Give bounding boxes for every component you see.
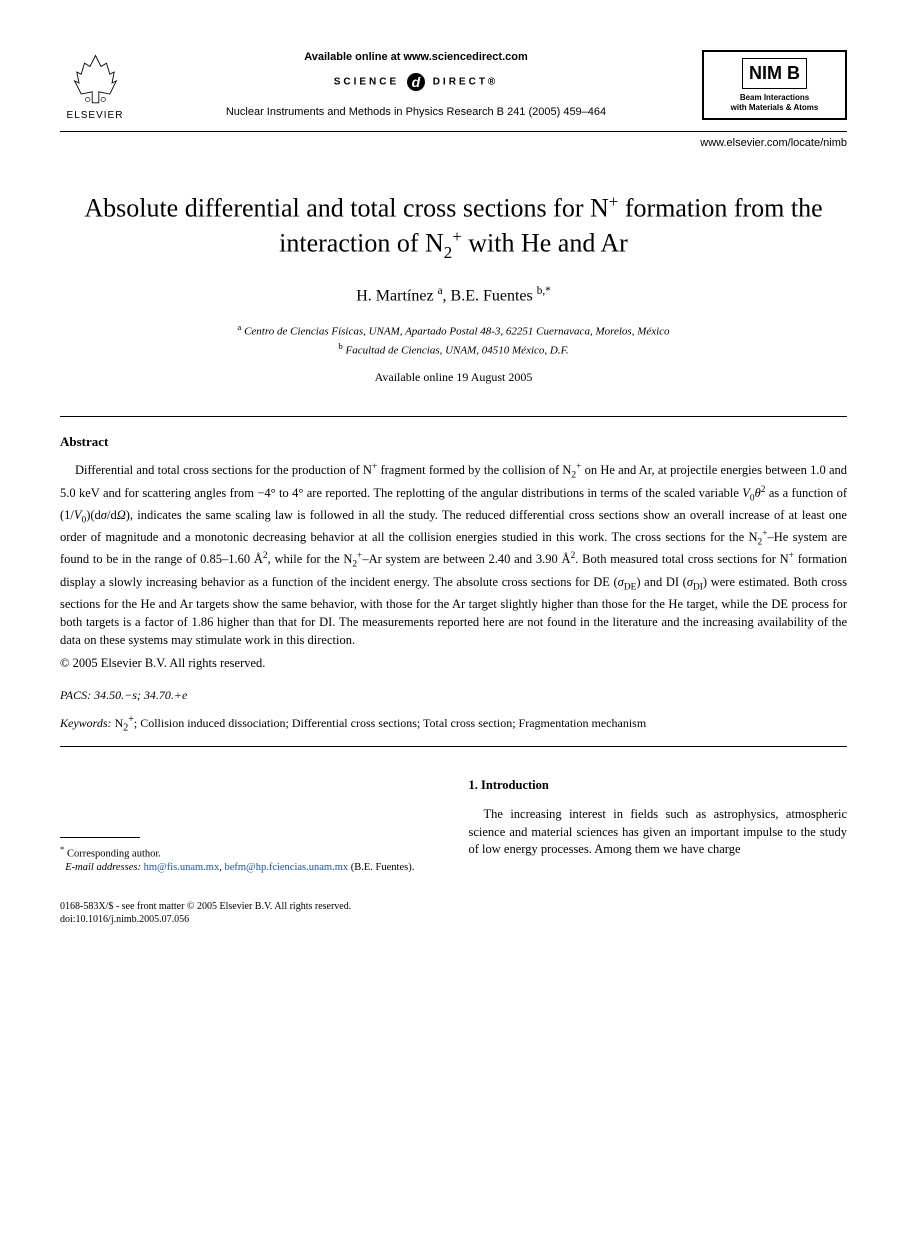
introduction-heading: 1. Introduction <box>469 777 848 795</box>
elsevier-logo: ELSEVIER <box>60 50 130 123</box>
footnote-block: * Corresponding author. E-mail addresses… <box>60 844 439 876</box>
abstract-heading: Abstract <box>60 433 847 451</box>
journal-url: www.elsevier.com/locate/nimb <box>60 136 847 151</box>
affiliations: a Centro de Ciencias Físicas, UNAM, Apar… <box>60 321 847 359</box>
keywords-value: N2+; Collision induced dissociation; Dif… <box>115 716 647 730</box>
affiliation-a: a Centro de Ciencias Físicas, UNAM, Apar… <box>60 321 847 340</box>
article-title: Absolute differential and total cross se… <box>60 191 847 263</box>
email-link-2[interactable]: befm@hp.fciencias.unam.mx <box>224 862 348 873</box>
bottom-matter: 0168-583X/$ - see front matter © 2005 El… <box>60 900 847 926</box>
right-column: 1. Introduction The increasing interest … <box>469 777 848 876</box>
abstract-top-rule <box>60 416 847 417</box>
center-header: Available online at www.sciencedirect.co… <box>130 50 702 121</box>
corresponding-author: * Corresponding author. <box>60 844 439 862</box>
sd-pre: SCIENCE <box>334 77 399 88</box>
pacs-line: PACS: 34.50.−s; 34.70.+e <box>60 687 847 704</box>
abstract-copyright: © 2005 Elsevier B.V. All rights reserved… <box>60 655 847 673</box>
sd-post: DIRECT® <box>433 77 499 88</box>
nimb-box: NIM B Beam Interactions with Materials &… <box>702 50 847 120</box>
keywords-label: Keywords: <box>60 716 112 730</box>
journal-reference: Nuclear Instruments and Methods in Physi… <box>140 105 692 120</box>
affiliation-b: b Facultad de Ciencias, UNAM, 04510 Méxi… <box>60 340 847 359</box>
doi-line: doi:10.1016/j.nimb.2005.07.056 <box>60 913 847 926</box>
elsevier-label: ELSEVIER <box>60 109 130 123</box>
email-name: (B.E. Fuentes). <box>351 862 415 873</box>
nimb-sub2: with Materials & Atoms <box>712 103 837 113</box>
abstract-body: Differential and total cross sections fo… <box>60 461 847 649</box>
nimb-container: NIM B Beam Interactions with Materials &… <box>702 50 847 120</box>
sd-at-icon: d <box>407 73 425 91</box>
publication-date: Available online 19 August 2005 <box>60 369 847 386</box>
science-direct-logo: SCIENCE d DIRECT® <box>140 73 692 91</box>
email-link-1[interactable]: hm@fis.unam.mx <box>144 862 220 873</box>
nimb-logo: NIM B <box>742 58 807 89</box>
left-column: * Corresponding author. E-mail addresses… <box>60 777 439 876</box>
header-rule <box>60 131 847 132</box>
pacs-label: PACS: <box>60 688 91 702</box>
email-addresses: E-mail addresses: hm@fis.unam.mx, befm@h… <box>60 861 439 875</box>
available-online-text: Available online at www.sciencedirect.co… <box>140 50 692 65</box>
abstract-bottom-rule <box>60 746 847 747</box>
issn-line: 0168-583X/$ - see front matter © 2005 El… <box>60 900 847 913</box>
nimb-sub1: Beam Interactions <box>712 93 837 103</box>
authors: H. Martínez a, B.E. Fuentes b,* <box>60 284 847 308</box>
two-column-body: * Corresponding author. E-mail addresses… <box>60 777 847 876</box>
footnote-rule <box>60 837 140 838</box>
elsevier-tree-icon <box>68 50 123 105</box>
keywords-line: Keywords: N2+; Collision induced dissoci… <box>60 713 847 735</box>
pacs-value: 34.50.−s; 34.70.+e <box>94 688 187 702</box>
introduction-text: The increasing interest in fields such a… <box>469 806 848 859</box>
header-row: ELSEVIER Available online at www.science… <box>60 50 847 123</box>
